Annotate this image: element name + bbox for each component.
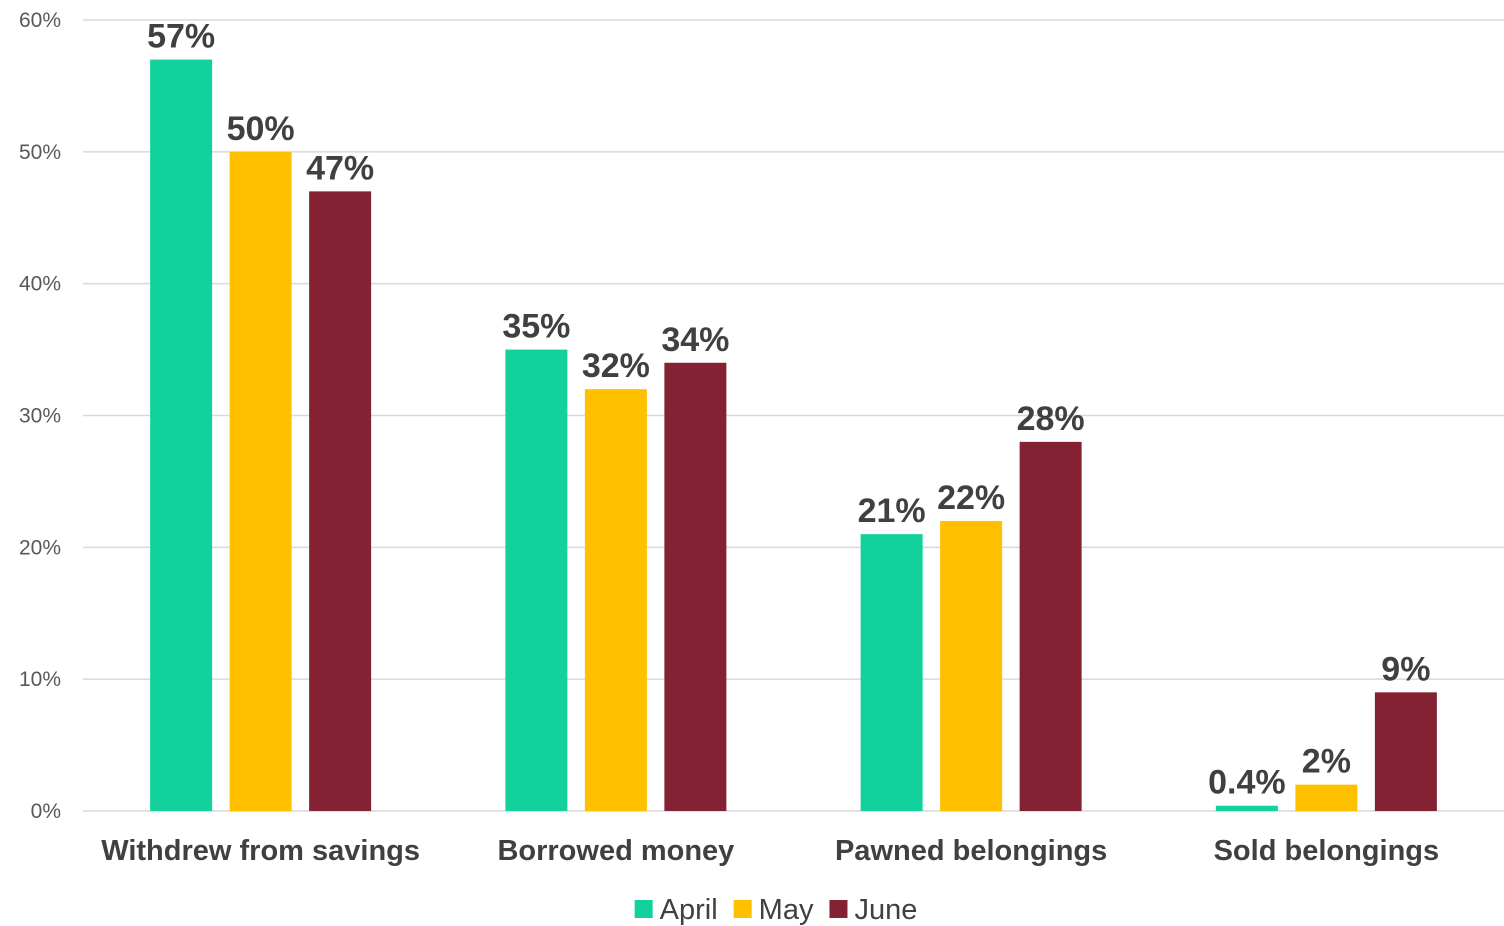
- bar-april-3: [860, 534, 923, 811]
- y-tick-label: 0%: [31, 800, 61, 823]
- y-tick-label: 10%: [19, 668, 61, 691]
- data-label: 50%: [227, 110, 295, 148]
- legend: April May June: [634, 894, 917, 926]
- bar-june-3: [1019, 441, 1082, 811]
- data-label: 57%: [147, 18, 215, 56]
- data-label: 2%: [1302, 743, 1351, 781]
- bar-june-1: [309, 191, 372, 812]
- bar-may-2: [584, 389, 647, 811]
- y-tick-label: 60%: [19, 9, 61, 32]
- legend-swatch-april: [634, 900, 653, 918]
- x-axis-category-labels: Withdrew from savings Borrowed money Pawne…: [101, 835, 1439, 867]
- data-label: 47%: [306, 149, 374, 187]
- data-labels: 57% 50% 47% 35% 32% 34% 21% 22% 28% 0.4% 2% 9%: [147, 18, 1430, 802]
- y-tick-label: 50%: [19, 141, 61, 164]
- x-category-label: Pawned belongings: [835, 835, 1107, 867]
- bar-may-3: [940, 520, 1003, 811]
- legend-label-may: May: [759, 894, 814, 926]
- bar-june-4: [1374, 692, 1437, 811]
- data-label: 32%: [582, 347, 650, 385]
- data-label: 21%: [858, 492, 926, 530]
- legend-swatch-june: [829, 900, 848, 918]
- bar-may-1: [229, 151, 292, 812]
- data-label: 9%: [1381, 650, 1430, 688]
- bars: [150, 59, 1437, 812]
- legend-label-april: April: [660, 894, 718, 926]
- y-axis-tick-labels: 0% 10% 20% 30% 40% 50% 60%: [19, 9, 61, 823]
- data-label: 22%: [937, 479, 1005, 517]
- gridlines: [83, 19, 1504, 812]
- bar-june-2: [664, 362, 727, 811]
- bar-april-4: [1215, 805, 1278, 811]
- data-label: 0.4%: [1208, 764, 1286, 802]
- data-label: 35%: [502, 308, 570, 346]
- data-label: 34%: [661, 321, 729, 359]
- legend-label-june: June: [854, 894, 917, 926]
- y-tick-label: 40%: [19, 273, 61, 296]
- bar-april-1: [150, 59, 213, 812]
- y-tick-label: 30%: [19, 405, 61, 428]
- x-category-label: Borrowed money: [497, 835, 734, 867]
- x-category-label: Sold belongings: [1214, 835, 1440, 867]
- bar-april-2: [505, 349, 568, 811]
- legend-swatch-may: [733, 900, 752, 918]
- y-tick-label: 20%: [19, 536, 61, 559]
- x-category-label: Withdrew from savings: [101, 835, 420, 867]
- bar-may-4: [1295, 784, 1358, 811]
- data-label: 28%: [1017, 400, 1085, 438]
